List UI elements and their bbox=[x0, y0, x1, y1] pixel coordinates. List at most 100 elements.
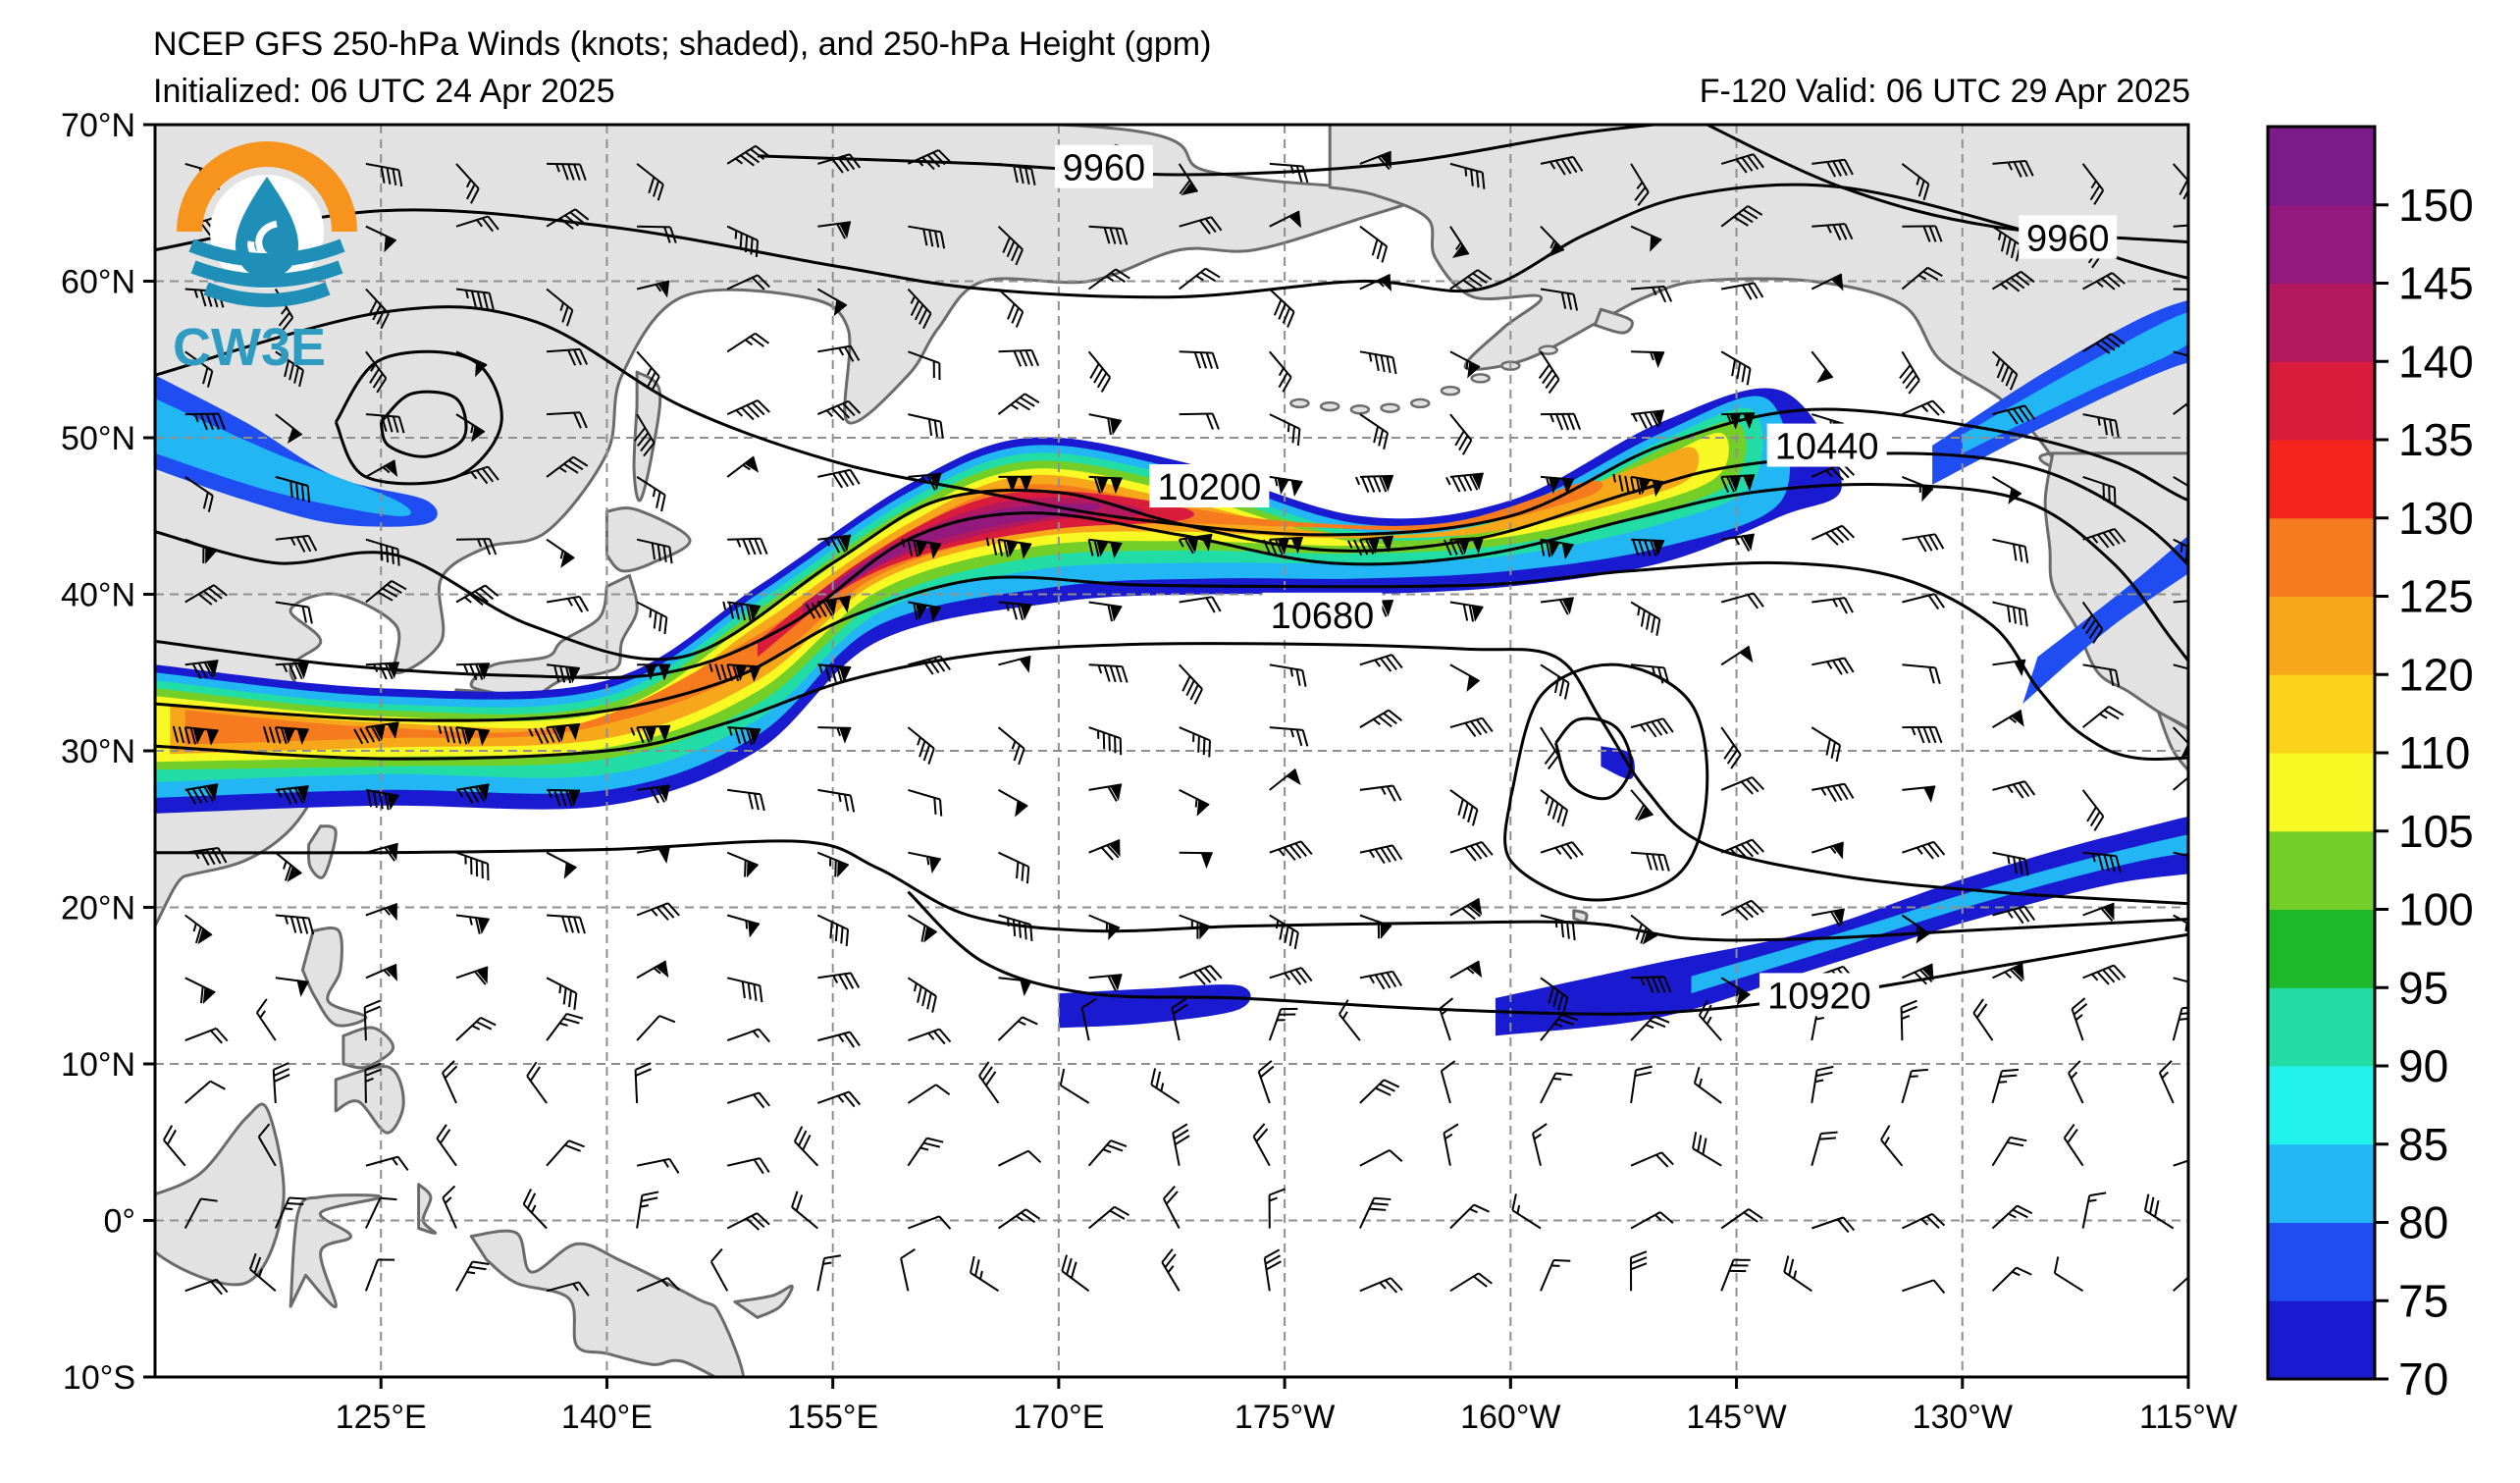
lon-tick-label: 125°E bbox=[336, 1399, 427, 1436]
contour-low-north-a bbox=[379, 390, 468, 458]
wind-barb bbox=[1991, 709, 2024, 728]
wind-speed-band bbox=[2022, 535, 2188, 705]
wind-barb bbox=[1439, 997, 1454, 1041]
hawaii-island bbox=[1572, 909, 1589, 924]
wind-barb bbox=[1811, 273, 1844, 291]
wind-barb bbox=[1902, 663, 1941, 685]
contour-10440 bbox=[155, 483, 2188, 680]
wind-barb bbox=[1721, 412, 1756, 430]
colorbar-swatch bbox=[2268, 909, 2375, 988]
wind-barb bbox=[1359, 413, 1390, 450]
wind-barb bbox=[184, 476, 214, 512]
aleutian-island bbox=[1538, 344, 1558, 355]
wind-barb bbox=[1449, 663, 1481, 692]
colorbar-swatch bbox=[2268, 596, 2375, 675]
lat-tick-label: 10°S bbox=[63, 1359, 135, 1397]
wind-barb bbox=[2082, 851, 2122, 873]
wind-barb bbox=[365, 662, 399, 680]
wind-barb bbox=[546, 663, 581, 684]
wind-barb bbox=[353, 721, 399, 745]
wind-barb bbox=[1631, 663, 1670, 685]
wind-barb bbox=[1087, 350, 1112, 393]
wind-barb bbox=[248, 1252, 277, 1293]
wind-barb bbox=[546, 288, 574, 327]
wind-barb bbox=[455, 215, 499, 233]
wind-barb bbox=[1902, 593, 1945, 610]
wind-barb bbox=[275, 534, 318, 553]
wind-barb bbox=[908, 413, 944, 439]
wind-barb bbox=[636, 1015, 676, 1041]
colorbar-swatch bbox=[2268, 674, 2375, 754]
wind-barb bbox=[1540, 288, 1579, 311]
wind-barb bbox=[908, 601, 942, 623]
wind-barb bbox=[901, 538, 942, 559]
wind-barb bbox=[1538, 350, 1560, 395]
wind-barb bbox=[1257, 1060, 1275, 1104]
wind-barb bbox=[275, 977, 309, 997]
wind-barb bbox=[172, 725, 219, 746]
alaska-landmass bbox=[1328, 125, 2188, 479]
wind-barb bbox=[442, 1060, 458, 1104]
us-west-coast bbox=[2043, 451, 2188, 731]
wind-barb bbox=[1061, 1254, 1090, 1293]
colorbar-swatch bbox=[2268, 1300, 2375, 1380]
wind-barb bbox=[2143, 1193, 2175, 1230]
wind-barb bbox=[1540, 726, 1559, 770]
wind-barb bbox=[547, 411, 588, 429]
wind-barb bbox=[1269, 210, 1302, 229]
wind-barb bbox=[908, 851, 941, 874]
wind-barb bbox=[1991, 1266, 2032, 1293]
wind-barb bbox=[727, 537, 768, 556]
wind-barb bbox=[2173, 663, 2188, 686]
wind-barb bbox=[1991, 476, 2022, 504]
wind-barb bbox=[1991, 350, 2019, 391]
wind-barb bbox=[1449, 269, 1493, 291]
wind-barb bbox=[1720, 1208, 1763, 1230]
wind-barb bbox=[1511, 1193, 1542, 1230]
wind-speed-band bbox=[155, 396, 1791, 798]
philippines-mindanao bbox=[334, 1065, 405, 1135]
colorbar-swatch bbox=[2268, 127, 2375, 206]
wind-barb bbox=[998, 655, 1031, 673]
wind-barb bbox=[455, 1016, 497, 1041]
wind-barb bbox=[1262, 536, 1303, 556]
wind-barb bbox=[1269, 726, 1309, 747]
wind-barb bbox=[547, 914, 586, 934]
wind-barb bbox=[455, 163, 480, 204]
wind-speed-band bbox=[1962, 312, 2188, 453]
colorbar-swatch bbox=[2268, 204, 2375, 284]
wind-barb bbox=[1902, 785, 1936, 803]
wind-barb bbox=[1972, 998, 1994, 1041]
aleutian-island bbox=[1440, 385, 1461, 397]
wind-barb bbox=[1178, 163, 1199, 196]
wind-barb bbox=[1811, 841, 1845, 860]
wind-barb bbox=[1811, 158, 1854, 178]
wind-barb bbox=[184, 914, 213, 945]
wind-barb bbox=[908, 655, 951, 675]
wind-barb bbox=[791, 1191, 818, 1230]
wind-barb bbox=[1449, 601, 1484, 622]
wind-barb bbox=[1992, 404, 2036, 425]
contour-9960-west bbox=[757, 125, 1669, 177]
wind-barb bbox=[636, 846, 670, 864]
aleutian-island bbox=[1349, 404, 1371, 415]
wind-barb bbox=[636, 163, 664, 201]
wind-barb bbox=[1631, 976, 1672, 994]
wind-barb bbox=[998, 977, 1032, 997]
wind-barb bbox=[2173, 350, 2188, 362]
contour-label-bg bbox=[1054, 144, 1153, 188]
contour-10080 bbox=[155, 183, 2188, 299]
wind-barb bbox=[636, 538, 673, 564]
wind-barb bbox=[1263, 1248, 1282, 1292]
wind-barb bbox=[1179, 914, 1211, 940]
lat-tick-label: 20°N bbox=[61, 890, 135, 927]
wind-barb bbox=[1449, 162, 1486, 189]
wind-barb bbox=[1630, 789, 1654, 821]
wind-barb bbox=[1087, 1139, 1128, 1167]
wind-barb bbox=[1449, 789, 1479, 826]
wind-speed-band bbox=[1691, 834, 2188, 994]
wind-barb bbox=[1720, 838, 1765, 860]
wind-barb bbox=[184, 660, 219, 679]
wind-barb bbox=[547, 788, 581, 807]
wind-barb bbox=[1359, 844, 1403, 865]
